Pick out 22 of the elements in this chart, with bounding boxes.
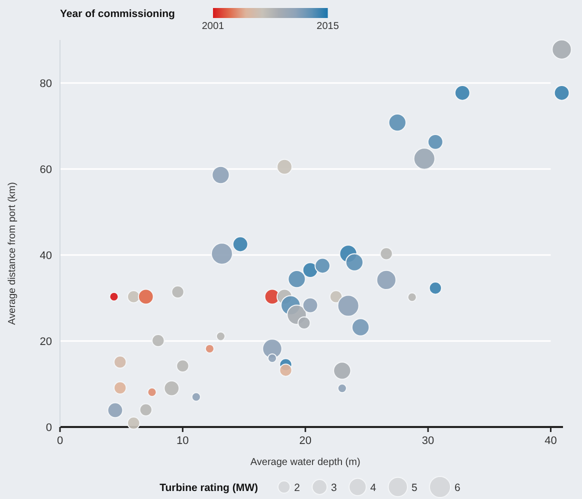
y-axis-title: Average distance from port (km) [7, 182, 18, 325]
legend-label: 5 [411, 482, 418, 494]
color-bar-label: 2001 [202, 21, 225, 32]
y-tick-label: 60 [40, 164, 52, 176]
legend-label: 2 [294, 482, 300, 494]
x-tick-label: 10 [176, 435, 189, 447]
x-tick-label: 20 [299, 435, 312, 447]
x-tick-label: 30 [422, 435, 434, 447]
x-tick-label: 0 [56, 435, 64, 447]
legend-label: 3 [331, 482, 338, 494]
x-axis-title: Average water depth (m) [250, 457, 360, 468]
legend-title: Turbine rating (MW) [160, 482, 258, 494]
y-tick-label: 0 [46, 422, 52, 434]
y-tick-label: 20 [40, 336, 52, 348]
legend-label: 4 [370, 482, 376, 494]
y-tick-label: 40 [40, 250, 52, 262]
color-bar-title: Year of commissioning [60, 8, 175, 20]
colorbar: Year of commissioning 2001 2015 [60, 8, 339, 32]
y-tick-label: 80 [40, 78, 52, 90]
color-bar-label: 2015 [316, 21, 340, 32]
x-tick-label: 40 [544, 435, 557, 447]
legend-label: 6 [454, 482, 461, 494]
